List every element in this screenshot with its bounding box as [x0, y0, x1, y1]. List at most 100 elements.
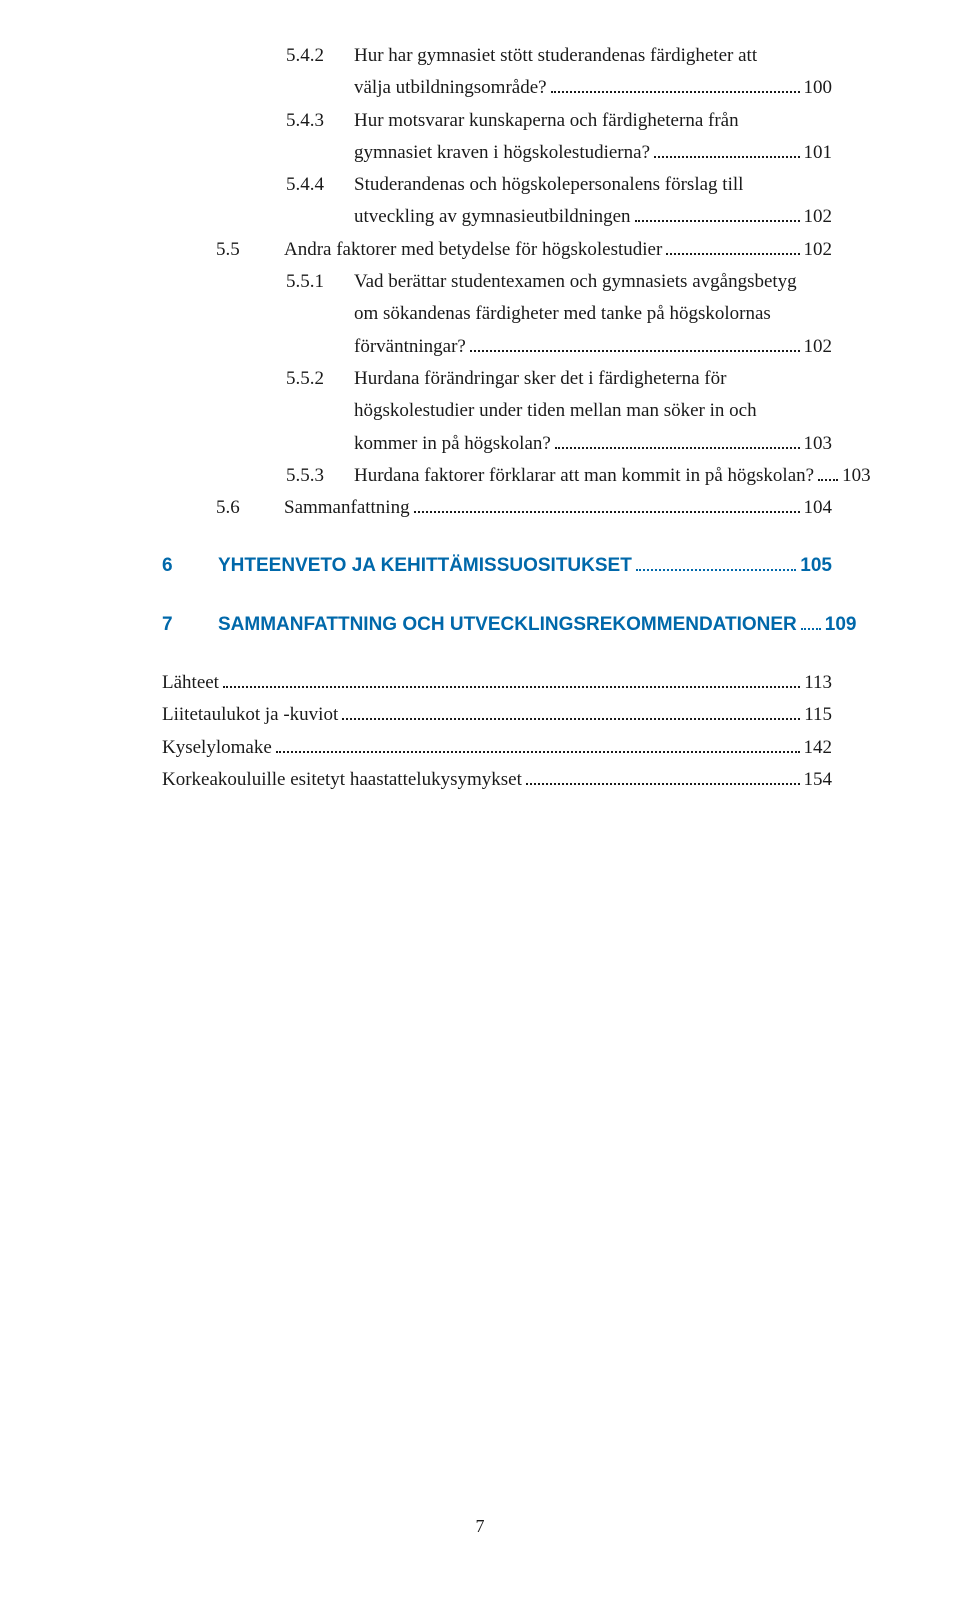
toc-dots — [801, 628, 821, 630]
toc-page: 105 — [800, 550, 832, 582]
toc-line: Hurdana faktorer förklarar att man kommi… — [354, 460, 832, 492]
toc-text: Hurdana faktorer förklarar att man kommi… — [354, 460, 814, 492]
toc-text: utveckling av gymnasieutbildningen — [354, 201, 631, 233]
toc-page: 100 — [804, 72, 833, 104]
toc-line: Hur har gymnasiet stött studerandenas fä… — [354, 40, 832, 72]
toc-number: 5.4.2 — [286, 40, 354, 72]
toc-number: 5.5 — [216, 234, 284, 266]
toc-appendix-kyselylomake: Kyselylomake 142 — [162, 732, 832, 764]
toc-line: SAMMANFATTNING OCH UTVECKLINGSREKOMMENDA… — [218, 609, 832, 641]
toc-text: gymnasiet kraven i högskolestudierna? — [354, 137, 650, 169]
toc-text-wrapper: Liitetaulukot ja -kuviot 115 — [162, 699, 832, 731]
toc-text-wrapper: Studerandenas och högskolepersonalens fö… — [354, 169, 832, 234]
toc-line: Sammanfattning 104 — [284, 492, 832, 524]
toc-dots — [818, 479, 838, 481]
toc-text: förväntningar? — [354, 331, 466, 363]
toc-appendix-lahteet: Lähteet 113 — [162, 667, 832, 699]
toc-page: 113 — [804, 667, 832, 699]
toc-line: välja utbildningsområde? 100 — [354, 72, 832, 104]
toc-page: 104 — [804, 492, 833, 524]
toc-number: 5.4.3 — [286, 105, 354, 137]
toc-line: förväntningar? 102 — [354, 331, 832, 363]
toc-number: 5.6 — [216, 492, 284, 524]
toc-text: Vad berättar studentexamen och gymnasiet… — [354, 266, 797, 298]
toc-text: Liitetaulukot ja -kuviot — [162, 699, 338, 731]
toc-line: gymnasiet kraven i högskolestudierna? 10… — [354, 137, 832, 169]
toc-number: 7 — [162, 609, 218, 641]
toc-dots — [551, 91, 800, 93]
toc-text: Sammanfattning — [284, 492, 410, 524]
toc-dots — [666, 253, 799, 255]
toc-line: Kyselylomake 142 — [162, 732, 832, 764]
toc-line: Hurdana förändringar sker det i färdighe… — [354, 363, 832, 395]
toc-line: Hur motsvarar kunskaperna och färdighete… — [354, 105, 832, 137]
toc-page: 115 — [804, 699, 832, 731]
toc-text-wrapper: Andra faktorer med betydelse för högskol… — [284, 234, 832, 266]
toc-text-wrapper: Hurdana förändringar sker det i färdighe… — [354, 363, 832, 460]
toc-line: Studerandenas och högskolepersonalens fö… — [354, 169, 832, 201]
toc-text: högskolestudier under tiden mellan man s… — [354, 395, 757, 427]
toc-entry-5-5-1: 5.5.1 Vad berättar studentexamen och gym… — [286, 266, 832, 363]
toc-entry-5-5-3: 5.5.3 Hurdana faktorer förklarar att man… — [286, 460, 832, 492]
toc-number: 5.5.2 — [286, 363, 354, 395]
toc-text: Lähteet — [162, 667, 219, 699]
toc-line: Andra faktorer med betydelse för högskol… — [284, 234, 832, 266]
toc-page: 102 — [804, 201, 833, 233]
toc-line: kommer in på högskolan? 103 — [354, 428, 832, 460]
toc-number: 5.5.3 — [286, 460, 354, 492]
toc-dots — [555, 447, 800, 449]
toc-text-wrapper: Vad berättar studentexamen och gymnasiet… — [354, 266, 832, 363]
toc-text-wrapper: Lähteet 113 — [162, 667, 832, 699]
toc-dots — [636, 569, 796, 571]
toc-text: SAMMANFATTNING OCH UTVECKLINGSREKOMMENDA… — [218, 609, 797, 641]
toc-page: 154 — [804, 764, 833, 796]
toc-text: om sökandenas färdigheter med tanke på h… — [354, 298, 771, 330]
toc-text: Studerandenas och högskolepersonalens fö… — [354, 169, 743, 201]
toc-dots — [342, 718, 800, 720]
toc-text: YHTEENVETO JA KEHITTÄMISSUOSITUKSET — [218, 550, 632, 582]
toc-line: Liitetaulukot ja -kuviot 115 — [162, 699, 832, 731]
toc-text: välja utbildningsområde? — [354, 72, 547, 104]
toc-text-wrapper: SAMMANFATTNING OCH UTVECKLINGSREKOMMENDA… — [218, 609, 832, 641]
toc-page: 102 — [804, 331, 833, 363]
toc-text: Andra faktorer med betydelse för högskol… — [284, 234, 662, 266]
toc-line: YHTEENVETO JA KEHITTÄMISSUOSITUKSET 105 — [218, 550, 832, 582]
toc-entry-5-4-3: 5.4.3 Hur motsvarar kunskaperna och färd… — [286, 105, 832, 170]
toc-dots — [223, 686, 800, 688]
toc-number: 5.5.1 — [286, 266, 354, 298]
toc-text: Hur har gymnasiet stött studerandenas fä… — [354, 40, 757, 72]
toc-page: 109 — [825, 609, 857, 641]
toc-text-wrapper: Kyselylomake 142 — [162, 732, 832, 764]
toc-number: 5.4.4 — [286, 169, 354, 201]
toc-dots — [470, 350, 800, 352]
toc-text: Korkeakouluille esitetyt haastattelukysy… — [162, 764, 522, 796]
toc-entry-5-4-4: 5.4.4 Studerandenas och högskolepersonal… — [286, 169, 832, 234]
toc-page: 103 — [804, 428, 833, 460]
toc-entry-5-5-2: 5.5.2 Hurdana förändringar sker det i fä… — [286, 363, 832, 460]
toc-dots — [654, 156, 799, 158]
toc-entry-5-6: 5.6 Sammanfattning 104 — [216, 492, 832, 524]
toc-text-wrapper: Korkeakouluille esitetyt haastattelukysy… — [162, 764, 832, 796]
toc-page: 142 — [804, 732, 833, 764]
toc-number: 6 — [162, 550, 218, 582]
toc-entry-5-4-2: 5.4.2 Hur har gymnasiet stött studerande… — [286, 40, 832, 105]
toc-text-wrapper: Sammanfattning 104 — [284, 492, 832, 524]
toc-line: högskolestudier under tiden mellan man s… — [354, 395, 832, 427]
toc-appendix-liitetaulukot: Liitetaulukot ja -kuviot 115 — [162, 699, 832, 731]
toc-text-wrapper: Hur har gymnasiet stött studerandenas fä… — [354, 40, 832, 105]
toc-page: 102 — [804, 234, 833, 266]
toc-dots — [276, 751, 800, 753]
toc-dots — [414, 511, 800, 513]
toc-dots — [635, 220, 800, 222]
toc-text-wrapper: Hurdana faktorer förklarar att man kommi… — [354, 460, 832, 492]
toc-line: om sökandenas färdigheter med tanke på h… — [354, 298, 832, 330]
toc-chapter-6: 6 YHTEENVETO JA KEHITTÄMISSUOSITUKSET 10… — [162, 550, 832, 582]
toc-entry-5-5: 5.5 Andra faktorer med betydelse för hög… — [216, 234, 832, 266]
toc-line: Lähteet 113 — [162, 667, 832, 699]
toc-line: Korkeakouluille esitetyt haastattelukysy… — [162, 764, 832, 796]
toc-appendix-korkeakouluille: Korkeakouluille esitetyt haastattelukysy… — [162, 764, 832, 796]
toc-text-wrapper: Hur motsvarar kunskaperna och färdighete… — [354, 105, 832, 170]
toc-page: 103 — [842, 460, 871, 492]
toc-line: Vad berättar studentexamen och gymnasiet… — [354, 266, 832, 298]
page-number: 7 — [476, 1516, 485, 1537]
